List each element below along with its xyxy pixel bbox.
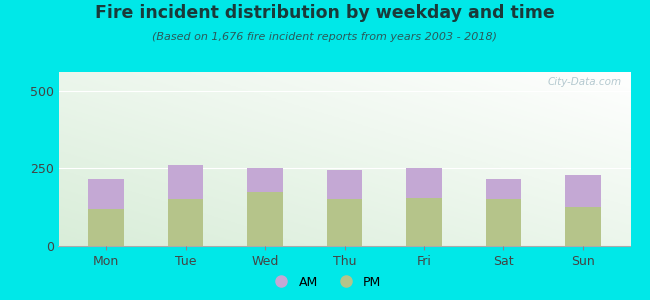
Bar	[88, 179, 124, 209]
Bar	[168, 200, 203, 246]
Bar	[486, 200, 521, 246]
Bar	[565, 207, 601, 246]
Bar	[406, 198, 442, 246]
Bar	[247, 168, 283, 192]
Bar	[326, 200, 363, 246]
Bar	[88, 209, 124, 246]
Bar	[247, 192, 283, 246]
Legend: AM, PM: AM, PM	[264, 271, 386, 294]
Text: (Based on 1,676 fire incident reports from years 2003 - 2018): (Based on 1,676 fire incident reports fr…	[153, 32, 497, 41]
Bar	[486, 179, 521, 200]
Text: City-Data.com: City-Data.com	[548, 77, 622, 87]
Bar	[406, 168, 442, 198]
Bar	[565, 175, 601, 207]
Bar	[168, 165, 203, 200]
Text: Fire incident distribution by weekday and time: Fire incident distribution by weekday an…	[95, 4, 555, 22]
Bar	[326, 170, 363, 200]
